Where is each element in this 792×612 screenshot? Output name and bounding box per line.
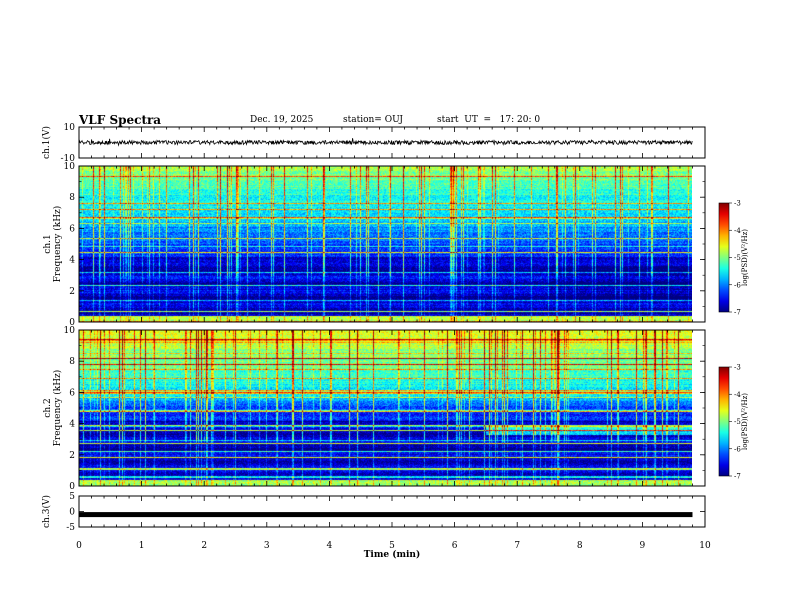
y-axis-label: Frequency (kHz) [52,370,63,447]
y-tick-label: -10 [61,154,76,164]
y-tick-label: 10 [64,162,76,172]
y-tick-label: 5 [69,492,75,502]
colorbar-tick-label: -5 [734,418,741,426]
y-tick-label: 4 [69,420,75,430]
y-axis-label: ch.1(V) [41,126,52,159]
y-tick-label: 0 [69,318,75,328]
y-tick-label: 8 [69,193,75,203]
x-tick-label: 6 [452,541,458,551]
x-axis-label: Time (min) [364,549,421,560]
y-axis-label: ch.1 [43,234,53,253]
x-tick-label: 0 [76,541,82,551]
y-axis-label: ch.3(V) [41,495,52,528]
date-label: Dec. 19, 2025 [250,115,314,125]
y-tick-label: 2 [69,287,75,297]
y-tick-label: 4 [69,256,75,266]
x-tick-label: 9 [640,541,646,551]
colorbar-tick-label: -7 [734,473,741,481]
x-tick-label: 5 [389,541,395,551]
colorbar-label: log(PSD)(V²/Hz) [741,229,749,286]
station-label: station= OUJ [343,115,404,125]
y-tick-label: 2 [69,451,75,461]
colorbar-ch2-spectrogram [718,366,730,477]
y-tick-label: 6 [69,388,75,398]
y-tick-label: -5 [66,523,75,533]
colorbar-tick-label: -6 [734,445,741,453]
x-tick-label: 7 [514,541,520,551]
ch1-trace [78,138,693,147]
colorbar-tick-label: -4 [734,391,741,399]
x-tick-label: 8 [577,541,583,551]
ch3-trace [79,512,693,518]
y-tick-label: 10 [64,326,76,336]
x-tick-label: 10 [699,541,711,551]
colorbar-tick-label: -3 [734,364,741,372]
colorbar-tick-label: -6 [734,281,741,289]
y-tick-label: 0 [69,482,75,492]
y-tick-label: 6 [69,224,75,234]
y-tick-label: 8 [69,357,75,367]
spectrogram-ch2-image [79,330,692,486]
colorbar-label: log(PSD)(V²/Hz) [741,393,749,450]
colorbar-tick-label: -5 [734,254,741,262]
spectrogram-ch1-image [79,166,692,322]
chart-title: VLF Spectra [79,113,162,127]
y-axis-label: Frequency (kHz) [52,206,63,283]
colorbar-tick-label: -7 [734,309,741,317]
x-tick-label: 1 [139,541,145,551]
y-tick-label: 10 [64,123,76,133]
x-tick-label: 2 [201,541,207,551]
y-tick-label: 0 [69,508,75,518]
colorbar-ch1-spectrogram [718,202,730,313]
colorbar-tick-label: -3 [734,200,741,208]
colorbar-tick-label: -4 [734,227,741,235]
start-time-label: start UT = 17: 20: 0 [437,115,541,125]
y-axis-label: ch.2 [43,398,53,417]
x-tick-label: 4 [327,541,333,551]
x-tick-label: 3 [264,541,270,551]
